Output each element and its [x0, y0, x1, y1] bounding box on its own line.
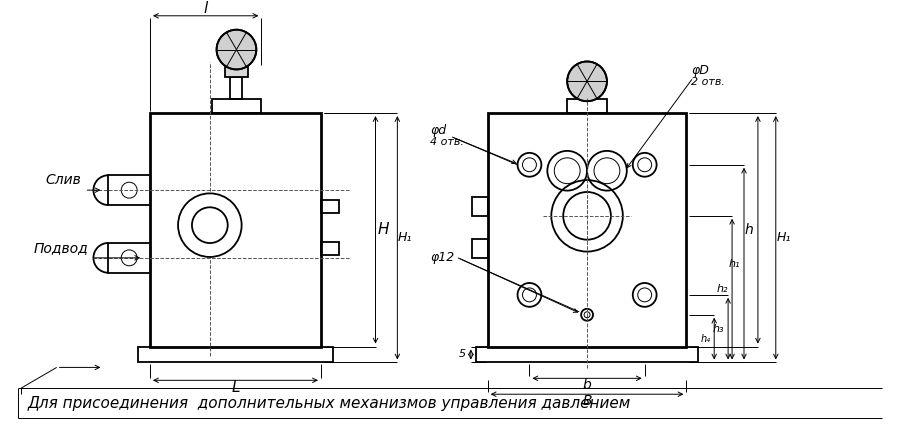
Text: L: L	[231, 380, 239, 395]
Text: b: b	[582, 378, 591, 392]
Bar	[567, 99, 607, 113]
Text: 5: 5	[459, 349, 466, 360]
Bar	[321, 199, 338, 213]
Bar	[224, 67, 248, 78]
Text: l: l	[203, 1, 208, 16]
Text: H: H	[378, 222, 389, 237]
Bar	[108, 175, 150, 205]
Text: H₁: H₁	[398, 231, 412, 244]
Text: B: B	[582, 394, 592, 408]
Text: h₄: h₄	[700, 334, 710, 344]
Text: H₁: H₁	[777, 231, 791, 244]
Text: φD: φD	[691, 64, 709, 77]
Circle shape	[192, 207, 228, 243]
Bar	[108, 175, 150, 205]
Bar	[472, 239, 488, 259]
Bar	[108, 243, 150, 273]
Text: φ12: φ12	[430, 251, 454, 265]
Circle shape	[217, 30, 256, 69]
Circle shape	[178, 193, 241, 257]
Text: Подвод: Подвод	[33, 241, 88, 255]
Text: h₂: h₂	[716, 284, 728, 294]
Text: Для присоединения  дополнительных механизмов управления давлением: Для присоединения дополнительных механиз…	[28, 396, 631, 411]
Bar	[476, 346, 698, 363]
Bar	[150, 113, 232, 346]
Bar	[138, 346, 333, 363]
Bar	[472, 196, 488, 216]
Text: h₁: h₁	[728, 259, 740, 269]
Bar	[108, 243, 150, 273]
Bar	[150, 113, 321, 346]
Bar	[212, 99, 261, 113]
Text: h: h	[744, 223, 753, 237]
Text: h₃: h₃	[713, 324, 725, 334]
Text: 4 отв.: 4 отв.	[430, 137, 464, 147]
Bar	[230, 78, 242, 99]
Text: Слив: Слив	[46, 173, 82, 187]
Text: φd: φd	[430, 124, 446, 136]
Bar	[321, 242, 338, 256]
Text: 2 отв.: 2 отв.	[691, 78, 725, 87]
Circle shape	[567, 61, 607, 101]
Bar	[488, 113, 687, 346]
